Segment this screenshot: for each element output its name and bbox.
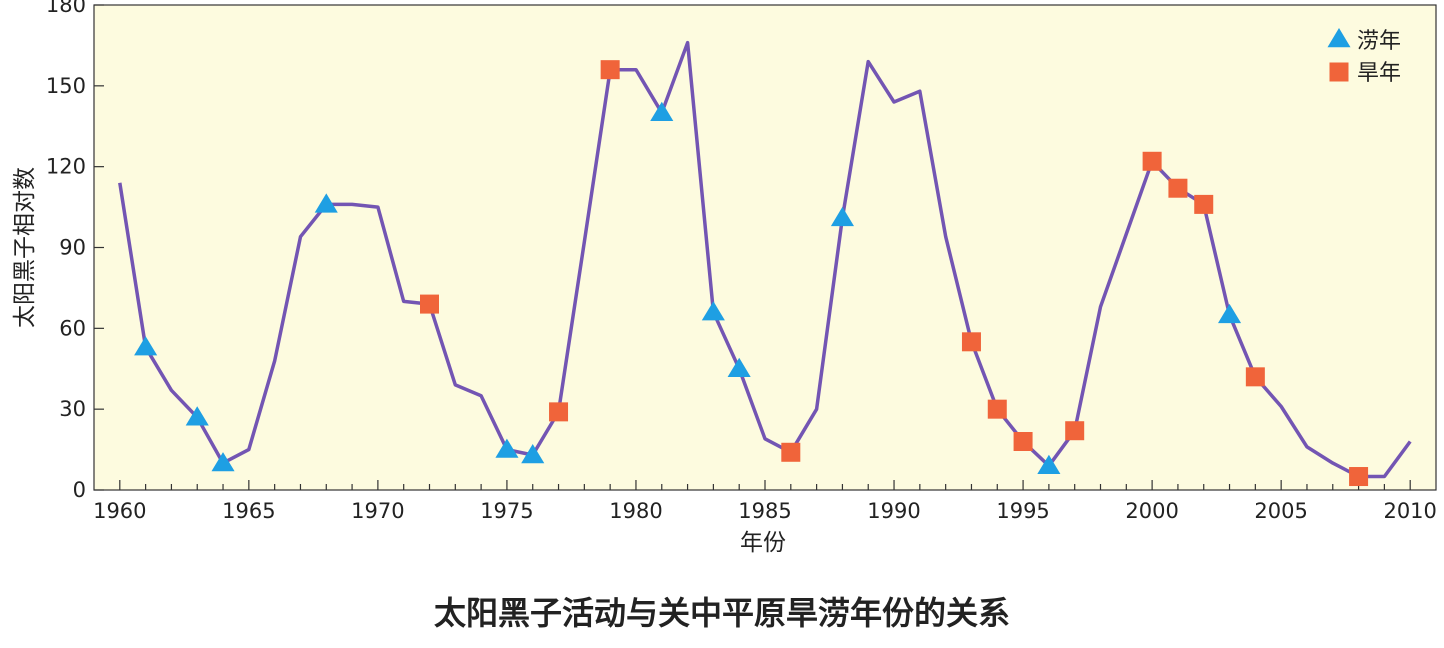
drought-year-marker [781, 442, 801, 462]
flood-year-marker [521, 444, 545, 464]
x-axis: 1960 1965 1970 1975 1980 1985 1990 1995 2000 2005… [93, 480, 1437, 523]
plot-area [93, 4, 1437, 491]
y-axis: 0 30 60 90 120 150 180 [46, 0, 104, 502]
drought-year-marker [1065, 421, 1085, 441]
x-tick-label: 1960 [93, 499, 146, 523]
drought-year-marker [600, 60, 620, 80]
x-tick-label: 2000 [1125, 499, 1178, 523]
drought-year-marker [987, 399, 1007, 419]
legend-flood-label: 涝年 [1357, 29, 1401, 54]
sunspot-chart: 0 30 60 90 120 150 180 1960 1965 1970 1975 1980 198… [12, 0, 1437, 556]
legend: 涝年 旱年 [1327, 28, 1401, 86]
x-tick-label: 1985 [738, 499, 791, 523]
drought-year-marker [1013, 432, 1033, 451]
x-axis-title: 年份 [740, 530, 786, 556]
flood-year-marker [134, 336, 158, 356]
y-tick-label: 150 [46, 74, 86, 98]
y-axis-title: 太阳黑子相对数 [12, 167, 38, 328]
y-tick-label: 120 [46, 155, 86, 179]
chart-caption: 太阳黑子活动与关中平原旱涝年份的关系 [433, 594, 1010, 632]
flood-year-marker [650, 101, 674, 121]
y-tick-label: 30 [59, 397, 86, 421]
flood-year-marker [314, 193, 338, 213]
drought-year-marker [1142, 151, 1162, 171]
flood-year-marker [701, 301, 725, 321]
flood-year-marker [185, 406, 209, 426]
drought-year-marker [1245, 367, 1265, 387]
marker-group [134, 60, 1369, 487]
drought-year-marker [549, 402, 569, 422]
drought-year-marker [420, 294, 439, 314]
drought-year-marker [1168, 178, 1188, 198]
drought-year-marker [1194, 194, 1214, 214]
x-tick-label: 2005 [1254, 499, 1307, 523]
legend-flood-marker [1327, 28, 1351, 48]
y-tick-label: 60 [59, 316, 86, 340]
x-tick-label: 1990 [867, 499, 920, 523]
flood-year-marker [830, 206, 854, 227]
x-tick-label: 1975 [480, 499, 533, 523]
x-tick-label: 2010 [1383, 499, 1436, 523]
x-tick-label: 1965 [222, 499, 275, 523]
x-tick-label: 1995 [996, 499, 1049, 523]
flood-year-marker [727, 357, 751, 377]
drought-year-marker [961, 332, 981, 352]
drought-year-marker [1349, 467, 1369, 487]
flood-year-marker [1218, 303, 1242, 324]
legend-drought-label: 旱年 [1357, 61, 1401, 86]
y-tick-label: 90 [59, 236, 86, 260]
legend-drought-marker [1329, 62, 1349, 82]
x-tick-label: 1970 [351, 499, 404, 523]
y-tick-label: 180 [46, 0, 86, 17]
x-tick-label: 1980 [609, 499, 662, 523]
y-tick-label: 0 [73, 478, 86, 502]
flood-year-marker [1037, 454, 1061, 474]
flood-year-marker [211, 452, 235, 472]
flood-year-marker [495, 438, 519, 458]
